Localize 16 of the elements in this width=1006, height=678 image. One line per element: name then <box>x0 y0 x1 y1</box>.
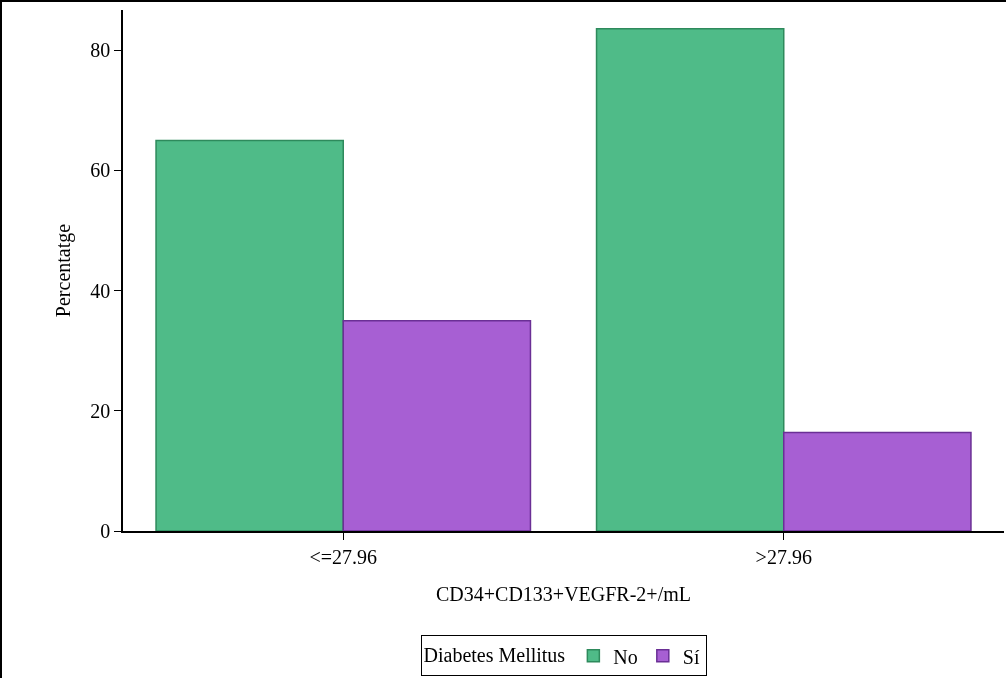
legend-label: No <box>613 645 638 668</box>
x-axis-title: CD34+CD133+VEGFR-2+/mL <box>436 582 691 605</box>
x-tick-label: >27.96 <box>755 545 812 568</box>
y-tick-label: 60 <box>90 159 111 182</box>
y-tick-label: 0 <box>100 520 111 542</box>
y-tick-label: 40 <box>90 279 111 302</box>
y-tick-label: 20 <box>90 399 111 422</box>
bar <box>155 139 344 531</box>
y-axis-title: Percentatge <box>52 223 76 318</box>
x-tick-label: <=27.96 <box>309 545 378 568</box>
bar <box>342 319 532 531</box>
legend-title: Diabetes Mellitus <box>423 644 566 667</box>
y-tick-label: 80 <box>90 39 111 62</box>
bar <box>783 431 972 531</box>
legend-label: Sí <box>682 645 700 668</box>
bar <box>595 27 785 531</box>
